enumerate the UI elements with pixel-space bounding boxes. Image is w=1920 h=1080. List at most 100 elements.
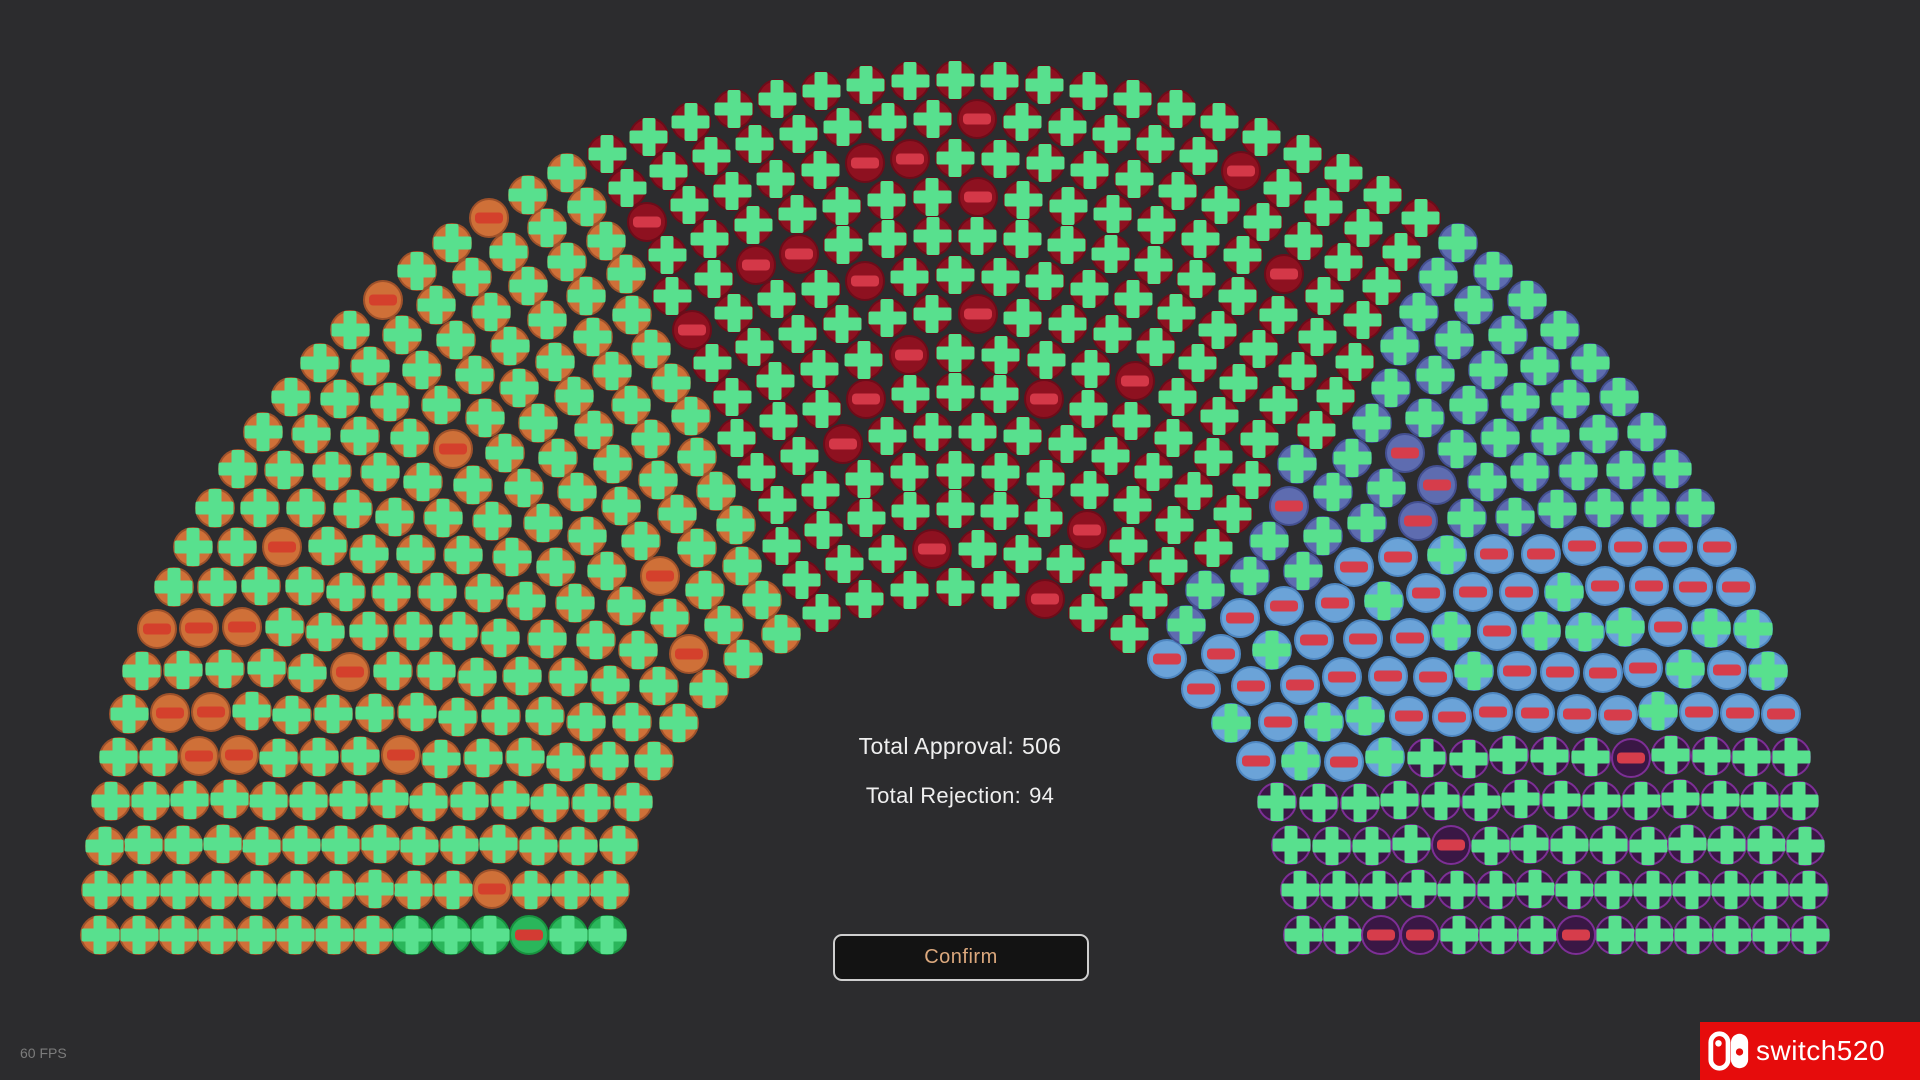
seat-orange-approve[interactable] bbox=[305, 611, 346, 652]
seat-red-approve[interactable] bbox=[757, 78, 798, 119]
seat-orange-approve[interactable] bbox=[354, 693, 395, 734]
seat-indigo-approve[interactable] bbox=[1480, 417, 1521, 458]
seat-orange-approve[interactable] bbox=[401, 349, 442, 390]
seat-orange-approve[interactable] bbox=[84, 825, 125, 866]
seat-orange-approve[interactable] bbox=[285, 488, 326, 529]
seat-red-approve[interactable] bbox=[957, 216, 998, 257]
seat-orange-reject[interactable] bbox=[432, 428, 473, 469]
seat-purple-approve[interactable] bbox=[1529, 736, 1570, 777]
seat-indigo-approve[interactable] bbox=[1332, 437, 1373, 478]
seat-indigo-approve[interactable] bbox=[1578, 413, 1619, 454]
seat-lightblue-reject[interactable] bbox=[1220, 598, 1261, 639]
seat-orange-approve[interactable] bbox=[90, 781, 131, 822]
seat-red-approve[interactable] bbox=[1047, 106, 1088, 147]
seat-orange-approve[interactable] bbox=[670, 396, 711, 437]
seat-red-approve[interactable] bbox=[647, 235, 688, 276]
seat-orange-reject[interactable] bbox=[219, 734, 260, 775]
seat-red-approve[interactable] bbox=[1113, 279, 1154, 320]
seat-red-approve[interactable] bbox=[1002, 415, 1043, 456]
seat-indigo-approve[interactable] bbox=[1558, 451, 1599, 491]
seat-orange-approve[interactable] bbox=[527, 618, 568, 659]
seat-red-approve[interactable] bbox=[980, 256, 1021, 297]
seat-red-approve[interactable] bbox=[712, 377, 753, 418]
seat-purple-approve[interactable] bbox=[1628, 825, 1669, 866]
seat-red-approve[interactable] bbox=[844, 578, 885, 619]
seat-purple-approve[interactable] bbox=[1660, 779, 1701, 820]
seat-red-approve[interactable] bbox=[652, 275, 693, 316]
seat-red-approve[interactable] bbox=[912, 411, 953, 452]
seat-red-approve[interactable] bbox=[935, 489, 975, 529]
seat-orange-approve[interactable] bbox=[620, 520, 661, 561]
seat-orange-approve[interactable] bbox=[631, 328, 672, 369]
seat-orange-approve[interactable] bbox=[524, 695, 565, 736]
seat-lightblue-reject[interactable] bbox=[1389, 618, 1430, 658]
seat-lightblue-approve[interactable] bbox=[1665, 649, 1706, 690]
seat-orange-approve[interactable] bbox=[696, 471, 737, 512]
seat-orange-approve[interactable] bbox=[270, 376, 311, 417]
seat-red-approve[interactable] bbox=[980, 452, 1021, 493]
seat-red-approve[interactable] bbox=[1069, 268, 1110, 309]
seat-indigo-approve[interactable] bbox=[1437, 223, 1478, 264]
seat-red-approve[interactable] bbox=[781, 559, 822, 600]
seat-orange-approve[interactable] bbox=[506, 581, 547, 622]
seat-orange-approve[interactable] bbox=[246, 648, 287, 689]
seat-red-approve[interactable] bbox=[935, 333, 975, 373]
seat-purple-approve[interactable] bbox=[1632, 870, 1673, 911]
seat-lightblue-reject[interactable] bbox=[1629, 566, 1670, 607]
seat-orange-approve[interactable] bbox=[354, 869, 395, 910]
confirm-button[interactable]: Confirm bbox=[833, 934, 1089, 981]
seat-red-approve[interactable] bbox=[979, 491, 1020, 532]
seat-orange-approve[interactable] bbox=[454, 354, 495, 395]
seat-orange-approve[interactable] bbox=[217, 526, 258, 567]
seat-red-approve[interactable] bbox=[1024, 261, 1065, 302]
seat-orange-approve[interactable] bbox=[505, 737, 546, 778]
seat-red-reject[interactable] bbox=[957, 99, 998, 140]
seat-indigo-reject[interactable] bbox=[1397, 500, 1438, 541]
seat-lightblue-approve[interactable] bbox=[1691, 607, 1732, 648]
seat-indigo-approve[interactable] bbox=[1277, 444, 1318, 485]
seat-purple-approve[interactable] bbox=[1671, 869, 1712, 910]
seat-purple-approve[interactable] bbox=[1391, 824, 1432, 865]
seat-orange-reject[interactable] bbox=[136, 608, 177, 649]
seat-red-approve[interactable] bbox=[912, 294, 953, 335]
seat-orange-approve[interactable] bbox=[611, 702, 652, 743]
seat-orange-approve[interactable] bbox=[319, 379, 360, 420]
seat-purple-reject[interactable] bbox=[1611, 737, 1652, 778]
seat-lightblue-reject[interactable] bbox=[1432, 696, 1473, 737]
seat-red-reject[interactable] bbox=[1114, 361, 1155, 402]
seat-orange-approve[interactable] bbox=[761, 613, 801, 654]
seat-red-reject[interactable] bbox=[844, 143, 885, 184]
seat-red-approve[interactable] bbox=[734, 327, 775, 368]
seat-purple-approve[interactable] bbox=[1340, 783, 1381, 824]
seat-red-approve[interactable] bbox=[980, 569, 1021, 610]
seat-red-approve[interactable] bbox=[1362, 174, 1403, 215]
seat-orange-approve[interactable] bbox=[592, 351, 633, 392]
seat-red-approve[interactable] bbox=[935, 138, 975, 178]
seat-orange-approve[interactable] bbox=[271, 694, 312, 735]
seat-green-approve[interactable] bbox=[587, 915, 627, 955]
seat-purple-reject[interactable] bbox=[1556, 915, 1596, 955]
seat-orange-approve[interactable] bbox=[464, 572, 505, 613]
seat-red-approve[interactable] bbox=[778, 114, 819, 155]
seat-orange-approve[interactable] bbox=[480, 618, 521, 658]
seat-orange-approve[interactable] bbox=[421, 738, 462, 779]
seat-lightblue-approve[interactable] bbox=[1426, 535, 1467, 576]
seat-purple-approve[interactable] bbox=[1322, 915, 1362, 955]
seat-red-approve[interactable] bbox=[824, 544, 864, 585]
seat-orange-approve[interactable] bbox=[202, 824, 243, 865]
seat-purple-approve[interactable] bbox=[1712, 915, 1752, 955]
seat-red-reject[interactable] bbox=[822, 423, 863, 464]
seat-orange-approve[interactable] bbox=[439, 825, 480, 865]
seat-orange-approve[interactable] bbox=[248, 781, 289, 822]
seat-orange-approve[interactable] bbox=[523, 503, 564, 544]
seat-orange-approve[interactable] bbox=[231, 691, 272, 732]
seat-orange-approve[interactable] bbox=[81, 870, 122, 911]
seat-orange-approve[interactable] bbox=[369, 381, 410, 422]
seat-indigo-approve[interactable] bbox=[1283, 550, 1324, 591]
seat-orange-approve[interactable] bbox=[198, 869, 239, 910]
seat-red-approve[interactable] bbox=[1069, 149, 1110, 190]
seat-indigo-approve[interactable] bbox=[1599, 376, 1640, 417]
seat-lightblue-approve[interactable] bbox=[1453, 650, 1494, 691]
seat-lightblue-reject[interactable] bbox=[1607, 526, 1648, 567]
seat-red-approve[interactable] bbox=[979, 373, 1020, 414]
